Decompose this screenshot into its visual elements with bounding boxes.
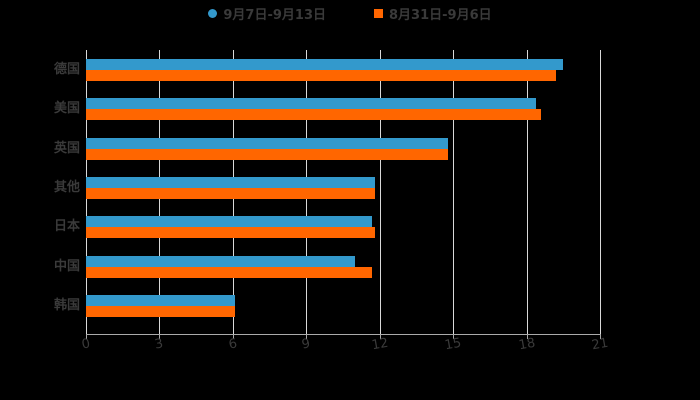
category-label: 日本 (53, 219, 80, 235)
x-tick-label: 12 (370, 335, 390, 354)
gridline (453, 50, 455, 335)
legend-circle-icon (208, 8, 218, 18)
bar-series-1[interactable] (86, 98, 537, 110)
bar-series-2[interactable] (86, 148, 449, 160)
x-tick (453, 334, 455, 339)
bar-series-1[interactable] (86, 294, 236, 306)
x-tick-label: 18 (517, 335, 537, 354)
x-tick (159, 334, 161, 339)
x-tick (306, 334, 308, 339)
legend-label: 9月7日-9月13日 (223, 7, 326, 23)
legend-item-series-2[interactable]: 8月31日-9月6日 (374, 4, 492, 23)
bar-series-2[interactable] (86, 305, 236, 317)
x-tick-label: 0 (80, 336, 92, 353)
legend-label: 8月31日-9月6日 (389, 7, 492, 23)
x-tick (379, 334, 381, 339)
bar-series-2[interactable] (86, 266, 373, 278)
x-axis-line (86, 334, 601, 335)
bar-series-1[interactable] (86, 137, 449, 149)
x-tick-label: 9 (300, 336, 312, 353)
chart-legend: 9月7日-9月13日 8月31日-9月6日 (0, 4, 700, 23)
x-tick-label: 3 (154, 336, 165, 353)
bar-series-2[interactable] (86, 109, 542, 121)
bar-series-2[interactable] (86, 187, 375, 199)
category-label: 韩国 (53, 297, 80, 313)
category-label: 美国 (53, 101, 80, 117)
category-label: 其他 (53, 179, 80, 195)
gridline (379, 50, 381, 335)
category-label: 德国 (53, 62, 80, 77)
x-tick (86, 334, 87, 339)
category-label: 英国 (53, 140, 80, 156)
gridline (526, 50, 528, 335)
bar-series-1[interactable] (86, 216, 373, 228)
bar-series-1[interactable] (86, 59, 564, 70)
bar-series-2[interactable] (86, 70, 556, 81)
gridline (600, 50, 601, 335)
x-tick-label: 15 (443, 335, 463, 354)
x-tick (232, 334, 234, 339)
bar-series-2[interactable] (86, 227, 375, 239)
x-tick-label: 6 (227, 336, 239, 353)
x-tick-label: 21 (590, 335, 610, 354)
legend-square-icon (374, 8, 383, 18)
bar-series-1[interactable] (86, 255, 356, 267)
legend-item-series-1[interactable]: 9月7日-9月13日 (208, 4, 326, 23)
x-tick (600, 334, 601, 339)
x-tick (526, 334, 528, 339)
category-label: 中国 (53, 258, 80, 274)
bar-series-1[interactable] (86, 176, 375, 188)
